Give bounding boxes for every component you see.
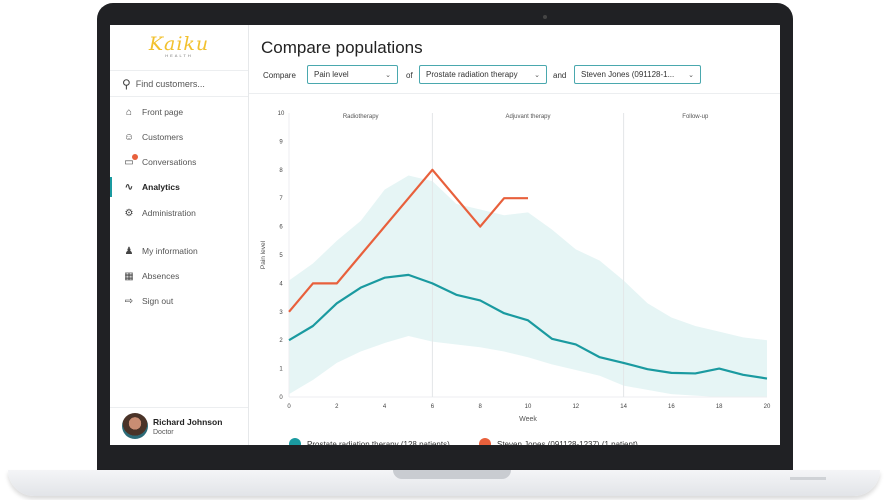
sidebar-item-label: Customers (142, 132, 184, 142)
x-tick-label: 20 (764, 404, 771, 410)
phase-label: Radiotherapy (343, 114, 379, 120)
phase-label: Adjuvant therapy (505, 114, 550, 120)
series-line-0 (288, 273, 768, 380)
x-tick-label: 8 (479, 404, 483, 410)
y-tick-label: 3 (279, 310, 283, 316)
x-tick-label: 16 (668, 404, 675, 410)
page-title: Compare populations (261, 38, 423, 57)
user-icon: ♟ (124, 245, 134, 257)
chevron-down-icon: ⌄ (688, 71, 694, 79)
laptop-base (8, 470, 880, 496)
x-tick-label: 6 (431, 404, 435, 410)
chevron-down-icon: ⌄ (534, 71, 540, 79)
sidebar-item-absences[interactable]: ▦ Absences (110, 266, 248, 286)
logo: Kaiku HEALTH (148, 33, 210, 58)
sidebar-item-label: Front page (142, 107, 184, 117)
confidence-band (289, 175, 767, 397)
sidebar-item-sign-out[interactable]: ⇨ Sign out (110, 291, 248, 311)
user-profile[interactable]: Richard Johnson Doctor (110, 407, 248, 445)
sidebar-item-label: Conversations (142, 157, 197, 167)
sidebar-item-my-information[interactable]: ♟ My information (110, 241, 248, 261)
search-input[interactable]: ⚲ Find customers... (110, 70, 248, 97)
sidebar-item-label: Analytics (142, 182, 180, 192)
x-axis-label: Week (519, 416, 537, 423)
pain-chart: Radiotherapy Adjuvant therapy Follow-up 0 2 4… (260, 111, 771, 445)
laptop-notch (393, 470, 511, 479)
sidebar-item-analytics[interactable]: ∿ Analytics (110, 177, 248, 197)
compare-label: Compare (263, 70, 296, 80)
legend-marker (289, 438, 301, 445)
legend-label: Steven Jones (091128-1237) (1 patient) (497, 440, 638, 445)
sidebar-item-label: Sign out (142, 296, 174, 306)
y-tick-label: 6 (279, 225, 283, 231)
population-select[interactable]: Prostate radiation therapy ⌄ (419, 65, 547, 84)
y-tick-label: 5 (279, 253, 283, 259)
header-divider (249, 93, 780, 94)
legend-marker (479, 438, 491, 445)
notification-badge (132, 153, 138, 160)
series-line-1 (288, 168, 528, 313)
x-tick-label: 14 (620, 404, 627, 410)
home-icon: ⌂ (125, 106, 133, 118)
analytics-icon: ∿ (124, 181, 134, 193)
y-tick-label: 4 (279, 281, 283, 287)
x-tick-label: 10 (525, 404, 532, 410)
y-axis-label: Pain level (260, 240, 267, 269)
y-tick-label: 0 (279, 395, 283, 401)
and-label: and (553, 70, 567, 80)
sidebar-item-customers[interactable]: ☺ Customers (110, 127, 248, 147)
phase-label: Follow-up (682, 114, 709, 120)
sidebar-item-label: Administration (142, 208, 196, 218)
sidebar-item-label: Absences (142, 271, 180, 281)
chevron-down-icon: ⌄ (385, 71, 391, 79)
y-tick-label: 10 (278, 111, 285, 117)
x-tick-label: 18 (716, 404, 723, 410)
chat-icon: ▭ (122, 153, 138, 168)
legend-label: Prostate radiation therapy (128 patients… (307, 440, 450, 445)
metric-select[interactable]: Pain level ⌄ (307, 65, 398, 84)
y-tick-label: 9 (279, 139, 283, 145)
of-label: of (406, 70, 413, 80)
patient-select[interactable]: Steven Jones (091128-1... ⌄ (574, 65, 701, 84)
laptop-vent (790, 477, 826, 480)
x-tick-label: 4 (383, 404, 387, 410)
x-tick-label: 0 (287, 404, 291, 410)
y-tick-label: 2 (279, 338, 283, 344)
camera (543, 15, 547, 19)
y-tick-label: 1 (279, 367, 283, 373)
sidebar-item-front-page[interactable]: ⌂ Front page (110, 102, 248, 122)
avatar (122, 413, 148, 439)
x-tick-label: 2 (335, 404, 339, 410)
sidebar: Kaiku HEALTH ⚲ Find customers... ⌂ Front pa… (110, 25, 249, 445)
x-tick-label: 12 (572, 404, 579, 410)
sign-out-icon: ⇨ (124, 295, 134, 307)
calendar-icon: ▦ (124, 270, 134, 282)
sidebar-item-administration[interactable]: ⚙ Administration (110, 203, 248, 223)
gear-icon: ⚙ (124, 207, 134, 219)
app-screen: Kaiku HEALTH ⚲ Find customers... ⌂ Front pa… (110, 25, 780, 445)
y-tick-label: 8 (279, 168, 283, 174)
sidebar-item-conversations[interactable]: ▭ Conversations (110, 152, 248, 172)
customers-icon: ☺ (123, 131, 135, 143)
sidebar-item-label: My information (142, 246, 198, 256)
y-tick-label: 7 (279, 196, 283, 202)
search-icon: ⚲ (122, 76, 131, 91)
